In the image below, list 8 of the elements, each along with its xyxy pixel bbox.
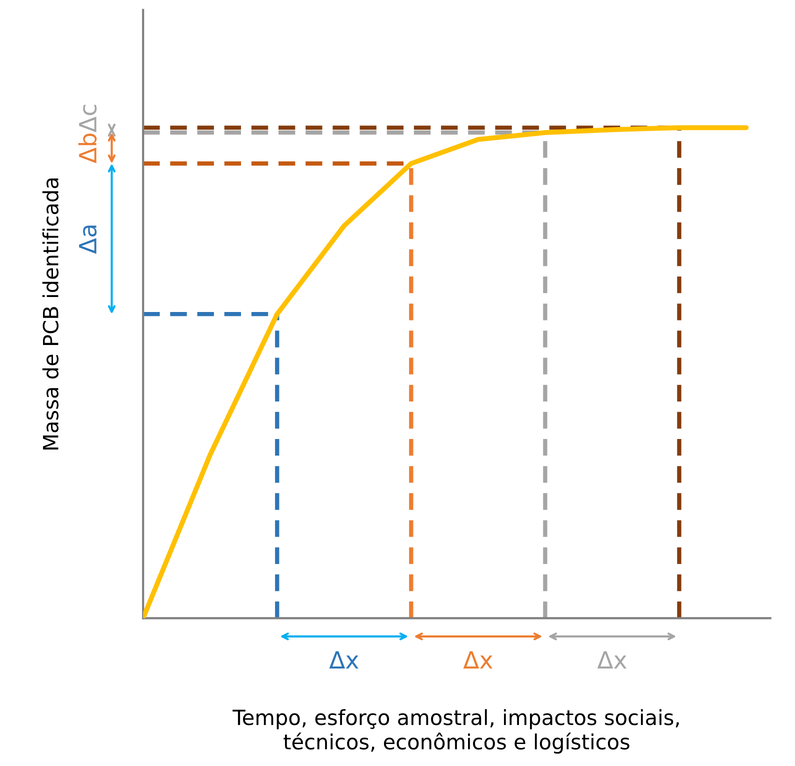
text: Δa bbox=[79, 226, 97, 254]
text: Δc bbox=[79, 104, 97, 132]
x-axis-title: Tempo, esforço amostral, impactos sociais, técnicos, econômicos e logísticos bbox=[232, 709, 679, 754]
text: Δb bbox=[78, 134, 97, 164]
y-axis-title: Massa de PCB identificada bbox=[42, 178, 59, 450]
text: Δx bbox=[597, 651, 626, 668]
text: Δx bbox=[329, 651, 358, 668]
text: Δx bbox=[463, 651, 492, 668]
